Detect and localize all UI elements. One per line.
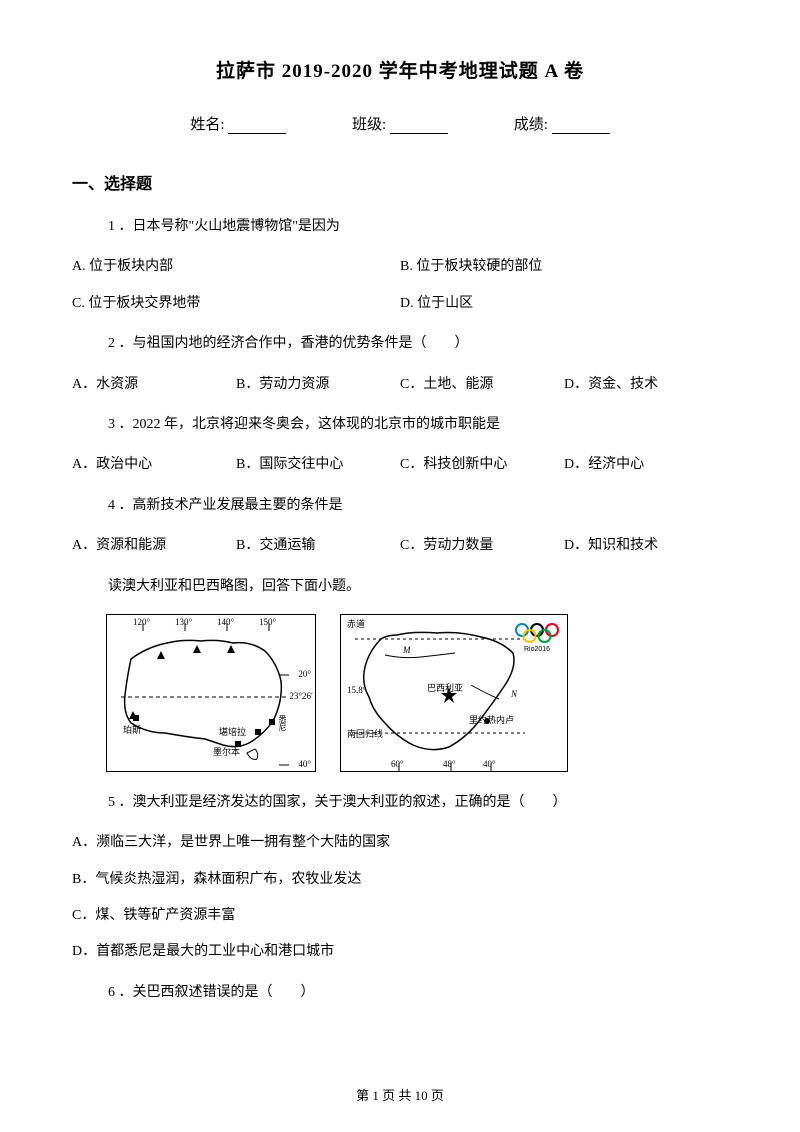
q5-option-b: B．气候炎热湿润，森林面积广布，农牧业发达 (72, 869, 728, 891)
student-info-row: 姓名: 班级: 成绩: (72, 113, 728, 134)
brazil-M: M (403, 645, 411, 655)
class-blank[interactable] (390, 118, 448, 134)
olympic-rings-icon: Rio2016 (513, 621, 561, 658)
brazil-tropic: 南回归线 (347, 727, 383, 740)
brazil-map: 赤道 M 15.8° 巴西利亚 N 里约热内卢 南回归线 60° 48° 40°… (340, 614, 568, 772)
aus-perth: 珀斯 (123, 723, 141, 736)
brazil-equator: 赤道 (347, 617, 365, 630)
name-label: 姓名: (190, 113, 224, 134)
map-instruction: 读澳大利亚和巴西略图，回答下面小题。 (108, 576, 728, 598)
q1-option-d: D. 位于山区 (400, 293, 728, 315)
question-6: 6 ．关巴西叙述错误的是（ ） (108, 982, 728, 1004)
brazil-lon-40: 40° (483, 759, 496, 769)
aus-lon-130: 130° (175, 617, 192, 627)
q1-option-c: C. 位于板块交界地带 (72, 293, 400, 315)
question-3: 3 ．2022 年，北京将迎来冬奥会，这体现的北京市的城市职能是 (108, 414, 728, 436)
q4-option-c: C．劳动力数量 (400, 535, 564, 557)
brazil-lon-60: 60° (391, 759, 404, 769)
aus-lon-140: 140° (217, 617, 234, 627)
page-footer: 第 1 页 共 10 页 (0, 1085, 800, 1104)
aus-melbourne: 墨尔本 (213, 745, 240, 758)
q2-option-a: A．水资源 (72, 374, 236, 396)
q1-option-b: B. 位于板块较硬的部位 (400, 256, 728, 278)
q2-option-d: D．资金、技术 (564, 374, 728, 396)
q3-option-d: D．经济中心 (564, 454, 728, 476)
q4-option-d: D．知识和技术 (564, 535, 728, 557)
question-2-options: A．水资源 B．劳动力资源 C．土地、能源 D．资金、技术 (72, 374, 728, 396)
australia-map-svg (107, 615, 317, 773)
aus-lon-150: 150° (259, 617, 276, 627)
section-1-title: 一、选择题 (72, 170, 728, 194)
maps-container: 120° 130° 140° 150° 20° 23°26′ 40° 珀斯 堪培… (106, 614, 728, 772)
q4-option-a: A．资源和能源 (72, 535, 236, 557)
q3-option-b: B．国际交往中心 (236, 454, 400, 476)
aus-lat-40: 40° (298, 759, 311, 769)
aus-lon-120: 120° (133, 617, 150, 627)
aus-lat-20: 20° (298, 669, 311, 679)
q3-option-c: C．科技创新中心 (400, 454, 564, 476)
q5-option-c: C．煤、铁等矿产资源丰富 (72, 905, 728, 927)
q2-option-c: C．土地、能源 (400, 374, 564, 396)
question-4: 4 ．高新技术产业发展最主要的条件是 (108, 495, 728, 517)
name-blank[interactable] (228, 118, 286, 134)
q5-option-d: D．首都悉尼是最大的工业中心和港口城市 (72, 941, 728, 963)
brazil-N: N (511, 689, 517, 699)
question-2: 2 ．与祖国内地的经济合作中，香港的优势条件是（ ） (108, 333, 728, 355)
q1-option-a: A. 位于板块内部 (72, 256, 400, 278)
brazil-lon-48: 48° (443, 759, 456, 769)
rio2016-label: Rio2016 (524, 646, 550, 653)
question-1: 1 ．日本号称"火山地震博物馆"是因为 (108, 216, 728, 238)
q4-option-b: B．交通运输 (236, 535, 400, 557)
score-label: 成绩: (514, 113, 548, 134)
question-4-options: A．资源和能源 B．交通运输 C．劳动力数量 D．知识和技术 (72, 535, 728, 557)
question-3-options: A．政治中心 B．国际交往中心 C．科技创新中心 D．经济中心 (72, 454, 728, 476)
aus-canberra: 堪培拉 (219, 725, 246, 738)
australia-map: 120° 130° 140° 150° 20° 23°26′ 40° 珀斯 堪培… (106, 614, 316, 772)
page-title: 拉萨市 2019-2020 学年中考地理试题 A 卷 (72, 56, 728, 83)
aus-lat-tropic: 23°26′ (289, 691, 313, 701)
brazil-brasilia: 巴西利亚 (427, 681, 463, 694)
q3-option-a: A．政治中心 (72, 454, 236, 476)
aus-sydney: 悉尼 (277, 715, 288, 731)
q2-option-b: B．劳动力资源 (236, 374, 400, 396)
score-blank[interactable] (552, 118, 610, 134)
question-5: 5 ．澳大利亚是经济发达的国家，关于澳大利亚的叙述，正确的是（ ） (108, 792, 728, 814)
question-1-options-row2: C. 位于板块交界地带 D. 位于山区 (72, 293, 728, 315)
brazil-rio: 里约热内卢 (469, 713, 514, 726)
question-1-options-row1: A. 位于板块内部 B. 位于板块较硬的部位 (72, 256, 728, 278)
brazil-lat: 15.8° (347, 685, 366, 695)
class-label: 班级: (352, 113, 386, 134)
q5-option-a: A．濒临三大洋，是世界上唯一拥有整个大陆的国家 (72, 832, 728, 854)
